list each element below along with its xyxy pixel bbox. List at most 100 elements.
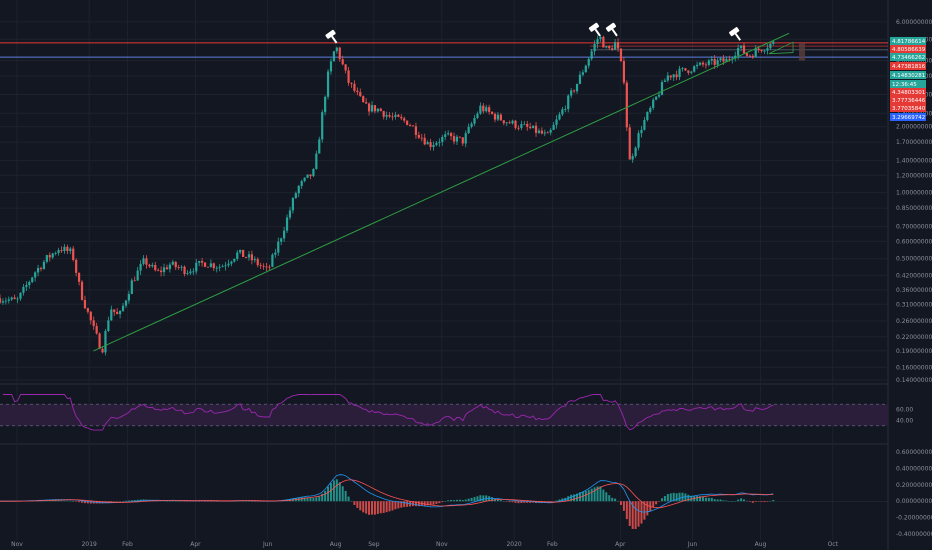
- candle-body: [482, 105, 485, 112]
- candle-body: [83, 299, 87, 309]
- price-label-badge: [890, 71, 926, 79]
- candle-body: [318, 139, 321, 154]
- macd-histogram-bar: [441, 501, 444, 503]
- candle-body: [262, 265, 265, 267]
- candle-body: [277, 241, 280, 253]
- candle-body: [365, 102, 368, 104]
- candle-body: [455, 136, 459, 142]
- candle-body: [660, 81, 664, 95]
- macd-pane: [0, 474, 888, 530]
- macd-histogram-bar: [332, 480, 335, 502]
- candle-body: [570, 90, 573, 96]
- candle-body: [121, 305, 125, 311]
- macd-histogram-bar: [192, 501, 195, 502]
- hammer-handle: [611, 28, 618, 37]
- macd-histogram-bar: [426, 501, 429, 506]
- macd-histogram-bar: [745, 500, 748, 502]
- macd-histogram-bar: [552, 501, 555, 502]
- macd-histogram-bar: [227, 501, 230, 502]
- macd-histogram-bar: [725, 500, 728, 502]
- hammer-icon: [325, 29, 338, 44]
- candle-body: [236, 252, 239, 259]
- candle-body: [224, 265, 227, 267]
- macd-histogram-bar: [608, 495, 611, 502]
- macd-histogram-bar: [728, 500, 731, 502]
- rsi-tick-label: 40.00: [896, 417, 913, 424]
- candle-body: [499, 114, 502, 121]
- x-tick-label: Feb: [122, 541, 133, 548]
- candle-body: [537, 130, 541, 133]
- candle-body: [669, 75, 672, 78]
- candle-body: [28, 281, 31, 286]
- macd-histogram-bar: [256, 501, 259, 502]
- candle-body: [218, 267, 221, 268]
- candle-body: [693, 66, 696, 72]
- macd-histogram-bar: [165, 500, 168, 502]
- candle-body: [75, 259, 78, 273]
- macd-histogram-bar: [479, 495, 482, 502]
- y-tick-label: 0.42000000: [896, 272, 932, 279]
- macd-histogram-bar: [224, 501, 227, 502]
- candle-body: [244, 257, 248, 258]
- candle-body: [154, 264, 157, 271]
- macd-histogram-bar: [376, 501, 379, 514]
- candle-body: [754, 48, 757, 58]
- macd-histogram-bar: [180, 501, 183, 502]
- macd-histogram-bar: [54, 500, 57, 502]
- candle-body: [540, 130, 543, 134]
- macd-histogram-bar: [734, 501, 737, 502]
- candle-body: [177, 267, 180, 268]
- macd-histogram-bar: [388, 501, 391, 512]
- macd-histogram-bar: [101, 501, 104, 504]
- candle-body: [247, 254, 251, 258]
- macd-histogram-bar: [432, 501, 435, 505]
- macd-histogram-bar: [230, 501, 233, 502]
- candle-body: [356, 90, 359, 93]
- candle-body: [543, 132, 546, 134]
- candle-body: [444, 134, 447, 137]
- macd-histogram-bar: [646, 501, 649, 516]
- candle-body: [338, 47, 341, 60]
- candle-body: [309, 174, 312, 177]
- candle-body: [271, 254, 274, 267]
- candle-body: [326, 71, 330, 97]
- price-label-badge: [890, 45, 926, 53]
- y-tick-label: 0.85000000: [896, 205, 932, 212]
- macd-histogram-bar: [247, 501, 250, 502]
- rsi-pane: [0, 394, 888, 431]
- candle-body: [745, 53, 749, 56]
- candle-body: [406, 120, 409, 126]
- price-label-badge: [890, 113, 926, 121]
- price-label-text: 4.47381816: [892, 64, 926, 70]
- candle-body: [663, 80, 667, 82]
- candle-body: [174, 261, 177, 268]
- projection-shape: [768, 41, 794, 55]
- candle-body: [622, 61, 625, 83]
- candle-body: [250, 254, 254, 261]
- candle-body: [725, 58, 728, 62]
- candle-body: [608, 46, 611, 49]
- hammer-handle: [734, 33, 742, 41]
- hammer-head: [325, 29, 336, 39]
- candle-body: [203, 262, 207, 267]
- macd-histogram-bar: [209, 501, 212, 502]
- macd-histogram-bar: [124, 500, 127, 502]
- macd-histogram-bar: [722, 500, 725, 502]
- macd-histogram-bar: [139, 499, 142, 502]
- price-label-badge: [890, 37, 926, 45]
- candle-body: [719, 58, 722, 61]
- hammer-head: [729, 27, 740, 37]
- candle-body: [763, 50, 766, 52]
- candle-body: [101, 348, 104, 353]
- macd-histogram-bar: [198, 501, 201, 502]
- macd-histogram-bar: [499, 500, 502, 502]
- candle-body: [414, 126, 418, 135]
- macd-histogram-bar: [119, 501, 122, 502]
- candle-body: [400, 116, 403, 119]
- candle-body: [183, 266, 186, 275]
- candle-body: [344, 64, 347, 71]
- candle-body: [534, 125, 538, 133]
- macd-histogram-bar: [687, 494, 690, 502]
- candle-body: [215, 267, 218, 269]
- candle-body: [447, 133, 450, 135]
